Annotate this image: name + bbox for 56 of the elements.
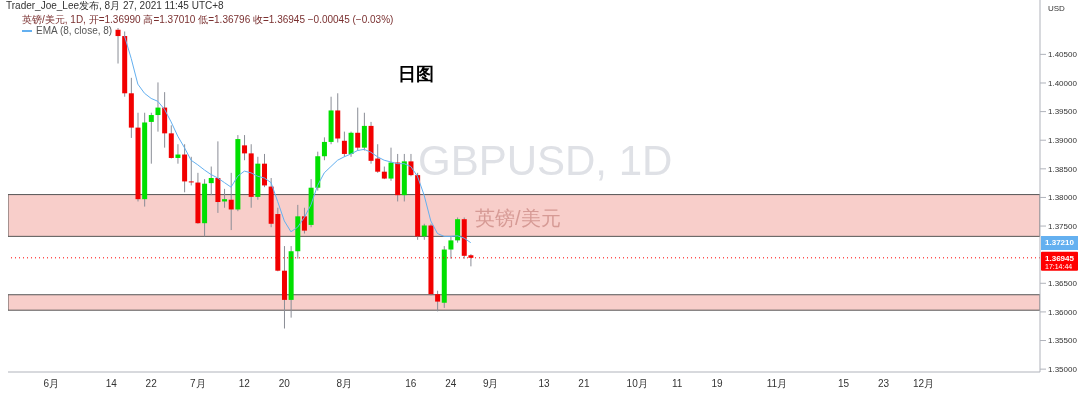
y-tick-label: 1.36000 bbox=[1048, 307, 1078, 317]
y-tick-label: 1.39000 bbox=[1048, 136, 1078, 146]
x-tick-label: 16 bbox=[405, 378, 417, 390]
annotation: 1.37210 bbox=[1041, 235, 1078, 250]
x-tick-label: 19 bbox=[711, 378, 724, 390]
x-tick-label: 15 bbox=[838, 378, 850, 390]
x-tick-label: 11月 bbox=[766, 378, 788, 390]
candlestick bbox=[348, 131, 354, 158]
y-tick-label: 1.37500 bbox=[1048, 221, 1078, 231]
text: 英镑/美元, 1D, 开=1.36990 高=1.37010 低=1.36796 收=1.36945 −0.00045 (−0.03%) bbox=[22, 13, 394, 26]
y-tick-label: 1.35000 bbox=[1048, 364, 1078, 374]
y-axis-title: USD bbox=[1048, 4, 1065, 13]
x-tick-label: 8月 bbox=[336, 378, 353, 390]
x-tick-label: 14 bbox=[105, 378, 118, 390]
candlestick bbox=[301, 207, 307, 234]
x-tick-label: 21 bbox=[578, 378, 590, 390]
x-tick-label: 12 bbox=[238, 378, 251, 390]
candlestick bbox=[455, 216, 461, 244]
candlestick bbox=[321, 136, 327, 161]
candlestick bbox=[242, 134, 248, 161]
ref-line-label: 1.36945 bbox=[1045, 253, 1075, 263]
candlestick bbox=[262, 153, 268, 188]
candlestick bbox=[208, 166, 214, 196]
candlestick bbox=[388, 147, 394, 182]
y-tick-label: 1.38500 bbox=[1048, 164, 1078, 174]
y-tick-label: 1.38000 bbox=[1048, 193, 1078, 203]
y-tick-label: 1.36500 bbox=[1048, 279, 1078, 289]
x-tick-label: 24 bbox=[445, 378, 457, 390]
x-tick-label: 11 bbox=[671, 378, 683, 390]
x-tick-label: 12月 bbox=[912, 378, 935, 390]
text: 日图 bbox=[398, 63, 434, 86]
x-tick-label: 20 bbox=[278, 378, 291, 390]
y-tick-label: 1.35500 bbox=[1048, 336, 1078, 346]
x-tick-label: 7月 bbox=[189, 378, 206, 390]
candlestick bbox=[155, 81, 161, 133]
x-tick-label: 9月 bbox=[482, 378, 499, 390]
legend-label: EMA (8, close, 8) bbox=[36, 25, 113, 36]
y-tick-label: 1.39500 bbox=[1048, 107, 1078, 117]
candlestick bbox=[355, 107, 361, 152]
candlestick bbox=[228, 172, 234, 231]
x-tick-label: 22 bbox=[145, 378, 158, 390]
annotation: Trader_Joe_Lee发布, 8月 27, 2021 11:45 UTC+8 bbox=[6, 0, 224, 11]
x-tick-label: 13 bbox=[538, 378, 550, 390]
candlestick bbox=[448, 235, 454, 260]
candlestick bbox=[222, 188, 228, 209]
candlestick bbox=[188, 156, 194, 186]
candlestick bbox=[341, 131, 347, 158]
candlestick bbox=[115, 27, 121, 65]
y-tick-label: 1.40000 bbox=[1048, 78, 1078, 88]
y-tick-label: 1.40500 bbox=[1048, 50, 1078, 60]
candlestick bbox=[148, 112, 154, 165]
candlestick bbox=[435, 290, 441, 312]
x-tick-label: 23 bbox=[877, 378, 890, 390]
candlestick bbox=[361, 112, 367, 152]
x-tick-label: 10月 bbox=[626, 378, 648, 390]
x-tick-label: 6月 bbox=[43, 378, 60, 390]
